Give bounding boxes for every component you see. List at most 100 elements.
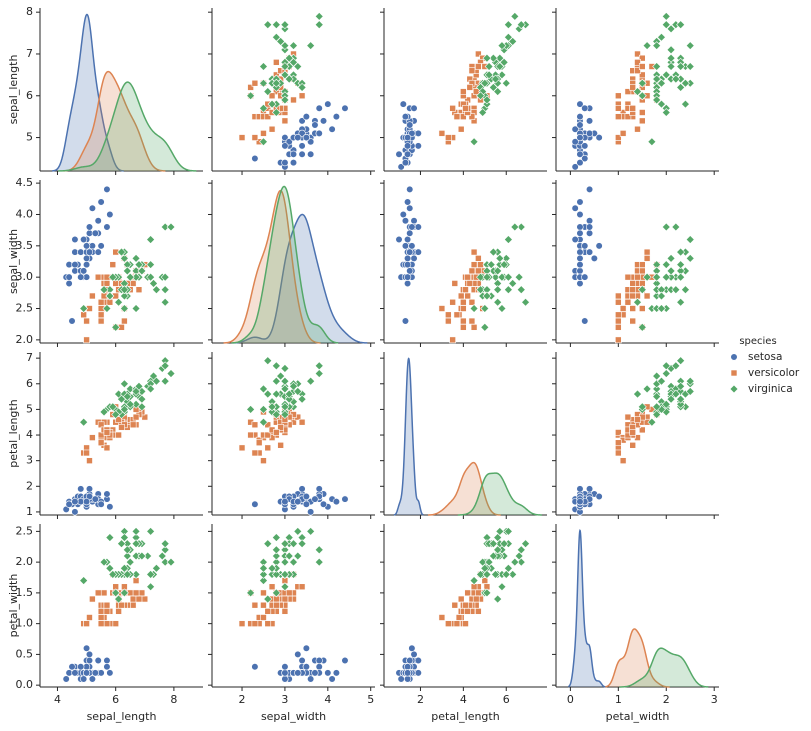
point [315,129,323,137]
point [652,392,662,402]
point [132,413,140,421]
point [297,82,307,92]
point [281,669,289,677]
point [289,41,298,51]
point [438,614,446,621]
panel: 2 3 4 5 [208,524,375,706]
point [484,557,494,567]
point [99,285,109,295]
point [281,142,289,150]
point [624,413,632,421]
point [121,317,128,325]
point [470,248,478,256]
point [251,79,259,87]
point [306,41,316,51]
point [118,424,125,431]
point [581,104,589,112]
point [576,121,584,129]
point [307,138,315,146]
point [111,322,121,332]
panel [380,352,547,519]
x-tick-label: 6 [503,693,510,706]
point [585,117,594,125]
point [246,588,256,598]
point [638,117,646,125]
point [647,417,657,427]
point [298,92,306,100]
y-tick-label: 2.5 [16,302,34,315]
point [307,508,315,516]
point [403,235,412,244]
point [661,260,671,270]
point [284,389,294,399]
point [676,247,686,257]
point [119,404,129,414]
point [576,279,584,288]
y-tick-label: 2.0 [16,555,34,568]
point [160,272,170,282]
point [314,20,324,30]
point [482,95,492,105]
point [661,108,671,117]
point [314,11,324,21]
point [86,614,93,621]
point [685,62,695,71]
point [460,305,467,312]
point [585,485,594,493]
x-tick-label: 8 [170,693,177,706]
point [406,204,414,212]
y-tick-label: 2.0 [16,333,34,346]
x-tick-label: 2 [417,693,424,706]
point [112,620,119,627]
point [271,588,281,598]
point [445,317,452,325]
point [86,457,93,464]
point [497,304,507,313]
point [97,311,105,319]
point [457,292,465,300]
kde-line [428,461,501,516]
point [638,305,646,312]
point [455,614,463,621]
point [166,557,176,567]
point [652,402,662,412]
point [115,608,122,615]
point [468,267,476,275]
point [280,539,290,549]
point [131,551,141,561]
point [80,675,88,683]
x-tick-label: 0 [567,693,574,706]
point [306,526,316,536]
point [403,663,412,671]
point [468,317,476,325]
point [406,229,414,237]
point [508,570,518,579]
point [71,261,79,269]
point [633,87,642,97]
point [289,557,298,567]
point [414,142,422,150]
point [657,78,666,88]
point [685,253,695,263]
point [281,663,289,671]
point [83,317,90,325]
point [111,588,121,598]
point [460,113,467,120]
kde-line [457,472,542,516]
point [503,563,513,573]
point [108,272,118,282]
point [160,297,170,307]
point [65,273,73,281]
point [503,20,513,30]
point [521,297,530,307]
point [464,608,471,615]
point [314,361,324,371]
point [281,117,289,125]
point [146,260,156,270]
point [97,500,105,508]
kde-line [619,647,709,688]
point [341,104,349,112]
x-axis-label: sepal_length [87,710,157,723]
point [633,389,642,399]
point [401,217,410,225]
